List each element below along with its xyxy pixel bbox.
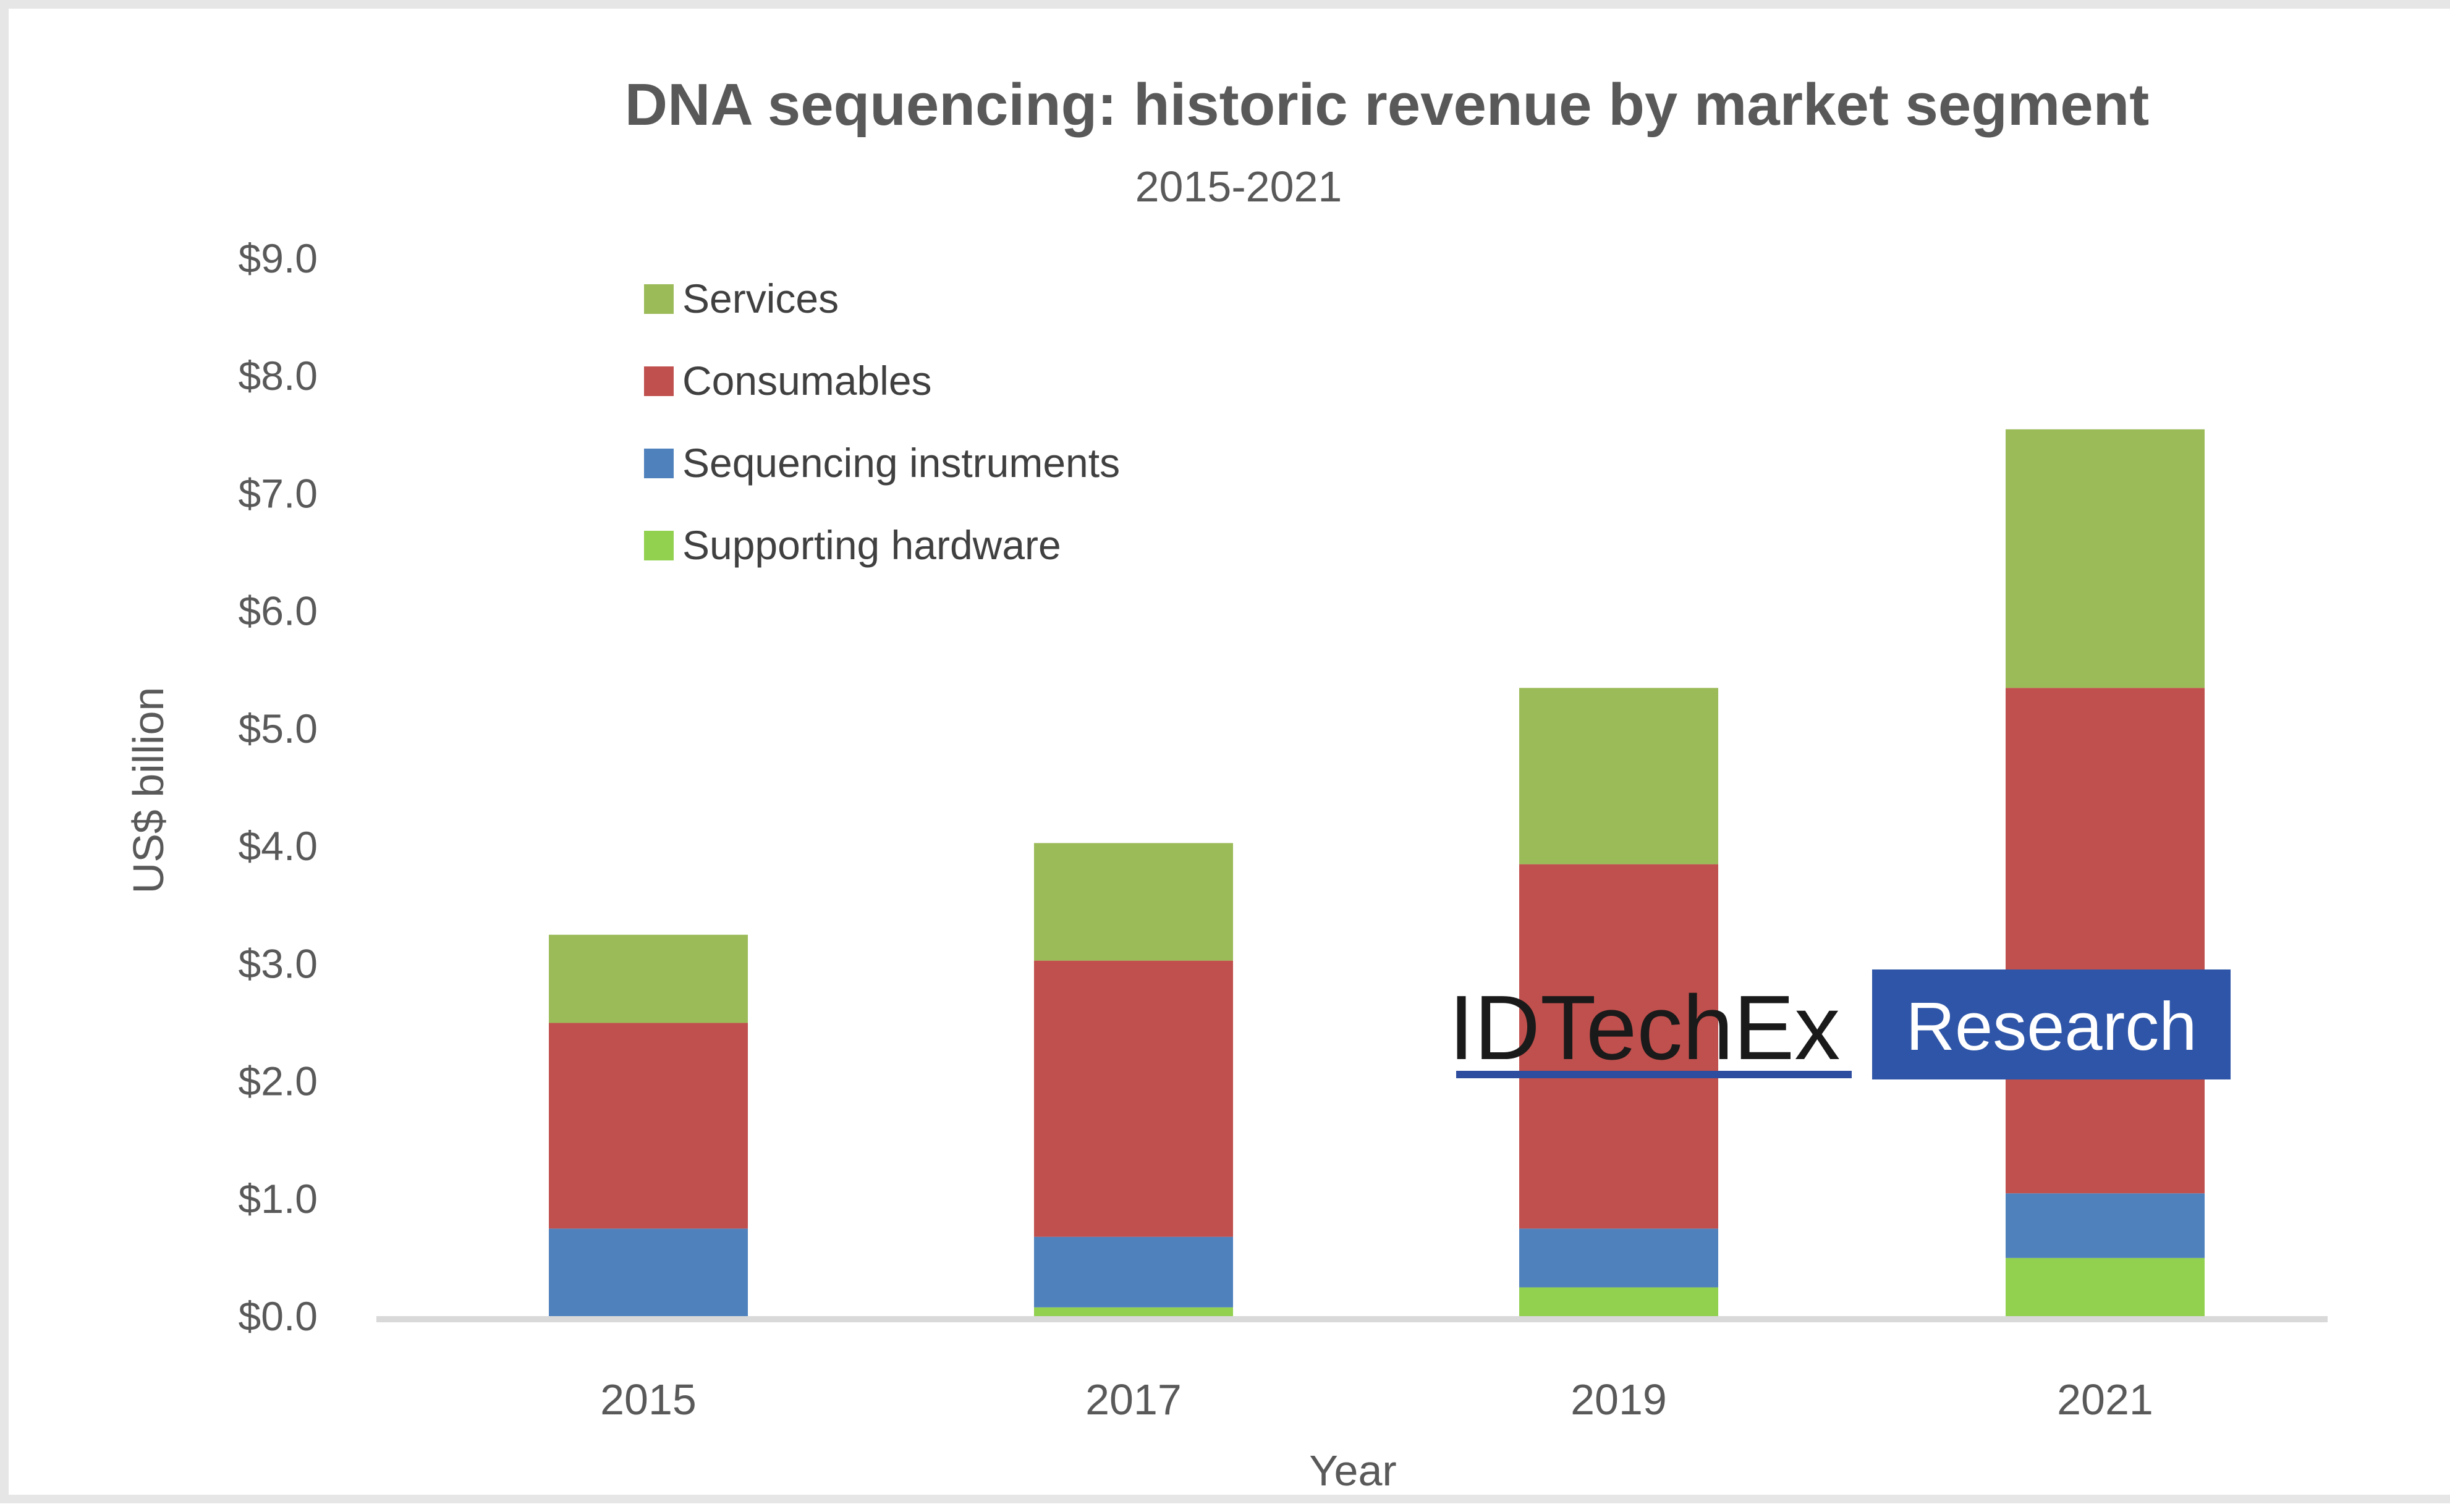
y-tick-label: $9.0 [239,235,318,281]
watermark-right-text: Research [1906,989,2197,1065]
bar-segment [2006,688,2205,1194]
idtechex-watermark: IDTechEx Research [1449,969,2231,1079]
y-axis-ticks: $0.0 $1.0 $2.0 $3.0 $4.0 $5.0 $6.0 $7.0 $8.0 $9.0 [239,235,318,1339]
watermark-underline [1456,1071,1852,1078]
y-axis-title: US$ billion [124,687,172,894]
bar-segment [1034,1307,1233,1317]
legend-swatch [644,449,674,478]
bar-segment [1034,960,1233,1237]
bar-segment [1034,1236,1233,1307]
y-tick-label: $5.0 [239,706,318,751]
legend-swatch [644,531,674,560]
legend-label: Sequencing instruments [682,440,1120,486]
bar-segment [2006,1257,2205,1317]
bar-segment [549,934,748,1023]
bar-segment [1519,1287,1718,1317]
x-axis-title: Year [1309,1447,1396,1495]
chart-svg: DNA sequencing: historic revenue by mark… [124,72,2328,1495]
bar-segment [549,1228,748,1317]
y-tick-label: $8.0 [239,353,318,399]
bars [549,429,2205,1317]
y-tick-label: $4.0 [239,823,318,869]
x-tick-label: 2021 [2057,1375,2153,1424]
y-tick-label: $2.0 [239,1058,318,1104]
x-axis-ticks: 2015 2017 2019 2021 [600,1375,2153,1424]
x-tick-label: 2015 [600,1375,697,1424]
x-tick-label: 2017 [1085,1375,1182,1424]
y-tick-label: $3.0 [239,940,318,986]
legend-swatch [644,284,674,314]
bar-segment [549,1023,748,1229]
bar-segment [1519,864,1718,1229]
chart-title: DNA sequencing: historic revenue by mark… [625,72,2149,138]
chart-subtitle: 2015-2021 [1135,163,1342,211]
x-tick-label: 2019 [1570,1375,1667,1424]
bar-segment [1519,1228,1718,1288]
legend: Services Consumables Sequencing instrument… [644,276,1120,568]
legend-label: Services [682,276,839,321]
y-tick-label: $6.0 [239,588,318,634]
y-tick-label: $1.0 [239,1176,318,1222]
bar-segment [2006,429,2205,688]
bar-segment [2006,1193,2205,1258]
bar-segment [1034,843,1233,961]
watermark-box [1872,969,2231,1079]
bar-segment [1519,688,1718,864]
legend-label: Supporting hardware [682,522,1061,568]
watermark-left-text: IDTechEx [1449,977,1840,1079]
legend-label: Consumables [682,358,932,403]
legend-swatch [644,366,674,396]
y-tick-label: $0.0 [239,1293,318,1339]
y-tick-label: $7.0 [239,470,318,516]
